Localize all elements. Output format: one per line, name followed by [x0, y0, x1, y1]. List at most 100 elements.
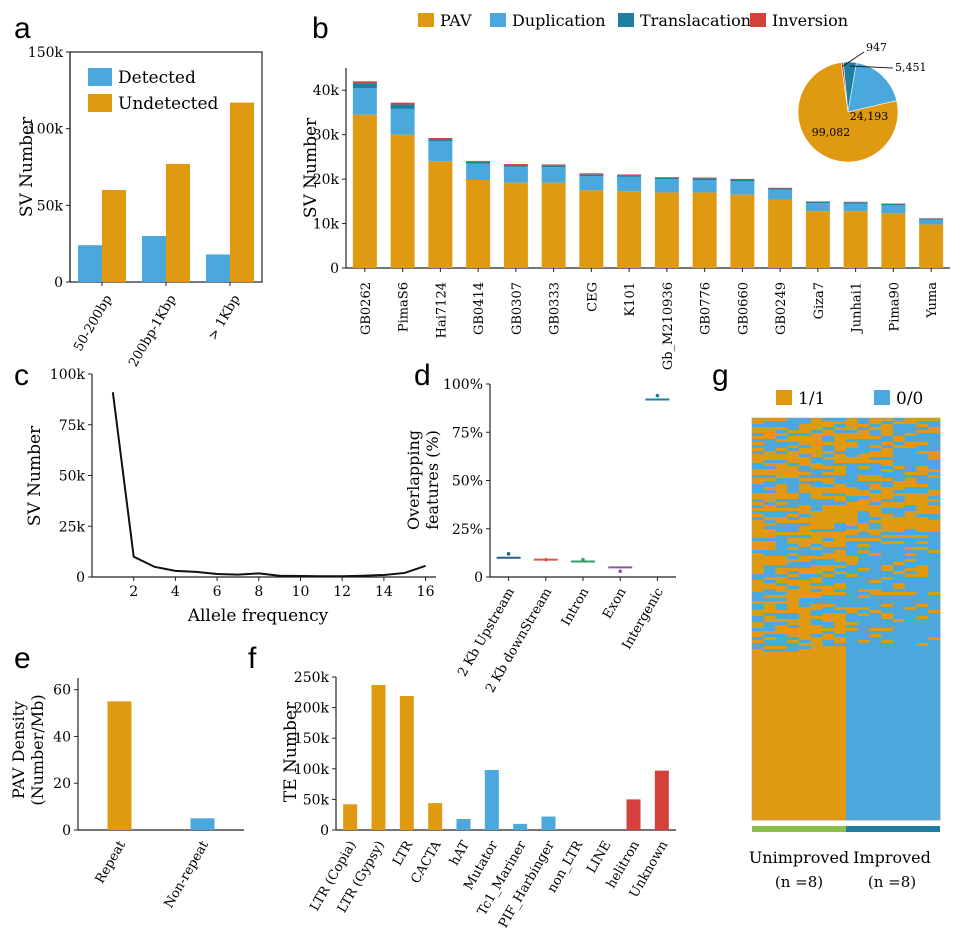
heatmap-cell — [834, 691, 847, 695]
heatmap-cell — [752, 550, 765, 554]
heatmap-cell — [822, 616, 835, 620]
heatmap-cell — [893, 631, 906, 635]
heatmap-cell — [893, 481, 906, 485]
heatmap-cell — [752, 805, 765, 809]
heatmap-cell — [822, 457, 835, 461]
heatmap-cell — [846, 676, 859, 680]
heatmap-cell — [799, 514, 812, 518]
heatmap-cell — [881, 730, 894, 734]
y-tick-label: 100k — [50, 367, 86, 383]
heatmap-cell — [857, 418, 870, 422]
heatmap-cell — [822, 547, 835, 551]
heatmap-cell — [846, 709, 859, 713]
heatmap-cell — [857, 565, 870, 569]
heatmap-cell — [893, 745, 906, 749]
heatmap-cell — [893, 604, 906, 608]
heatmap-cell — [752, 802, 765, 806]
heatmap-cell — [799, 676, 812, 680]
heatmap-cell — [928, 565, 941, 569]
heatmap-cell — [857, 424, 870, 428]
heatmap-cell — [810, 631, 823, 635]
heatmap-cell — [846, 625, 859, 629]
heatmap-cell — [881, 484, 894, 488]
heatmap-cell — [787, 454, 800, 458]
heatmap-cell — [787, 739, 800, 743]
heatmap-cell — [881, 793, 894, 797]
heatmap-cell — [834, 544, 847, 548]
group-bar-unimproved — [752, 826, 846, 832]
heatmap-cell — [857, 646, 870, 650]
heatmap-cell — [846, 439, 859, 443]
heatmap-cell — [904, 640, 917, 644]
heatmap-cell — [763, 436, 776, 440]
heatmap-cell — [822, 631, 835, 635]
y-axis-label: features (%) — [423, 430, 442, 530]
heatmap-cell — [928, 814, 941, 818]
heatmap-cell — [846, 436, 859, 440]
heatmap-cell — [834, 538, 847, 542]
heatmap-cell — [893, 568, 906, 572]
heatmap-cell — [904, 742, 917, 746]
heatmap-cell — [881, 496, 894, 500]
bar-translacation-15 — [919, 218, 944, 220]
heatmap-cell — [752, 808, 765, 812]
heatmap-cell — [857, 673, 870, 677]
heatmap-cell — [846, 790, 859, 794]
heatmap-cell — [904, 508, 917, 512]
heatmap-cell — [928, 484, 941, 488]
heatmap-cell — [869, 556, 882, 560]
heatmap-cell — [799, 493, 812, 497]
heatmap-cell — [928, 535, 941, 539]
heatmap-cell — [928, 712, 941, 716]
heatmap-cell — [904, 547, 917, 551]
heatmap-cell — [857, 487, 870, 491]
heatmap-cell — [857, 643, 870, 647]
bar-pav-6 — [579, 190, 604, 268]
heatmap-cell — [763, 445, 776, 449]
heatmap-cell — [869, 799, 882, 803]
heatmap-cell — [822, 535, 835, 539]
heatmap-cell — [928, 550, 941, 554]
heatmap-cell — [799, 451, 812, 455]
heatmap-cell — [787, 505, 800, 509]
heatmap-cell — [787, 430, 800, 434]
heatmap-cell — [916, 721, 929, 725]
heatmap-cell — [822, 796, 835, 800]
heatmap-cell — [834, 715, 847, 719]
heatmap-cell — [752, 517, 765, 521]
heatmap-cell — [928, 625, 941, 629]
heatmap-cell — [869, 724, 882, 728]
heatmap-cell — [810, 526, 823, 530]
heatmap-cell — [928, 469, 941, 473]
heatmap-cell — [834, 664, 847, 668]
heatmap-cell — [763, 583, 776, 587]
heatmap-cell — [775, 685, 788, 689]
heatmap-cell — [893, 763, 906, 767]
heatmap-cell — [799, 454, 812, 458]
heatmap-cell — [822, 769, 835, 773]
heatmap-cell — [881, 628, 894, 632]
heatmap-cell — [822, 511, 835, 515]
heatmap-cell — [763, 505, 776, 509]
heatmap-cell — [846, 571, 859, 575]
heatmap-cell — [916, 607, 929, 611]
heatmap-cell — [928, 496, 941, 500]
heatmap-cell — [822, 487, 835, 491]
heatmap-cell — [834, 487, 847, 491]
heatmap-cell — [763, 700, 776, 704]
heatmap-cell — [799, 679, 812, 683]
heatmap-cell — [869, 805, 882, 809]
heatmap-cell — [846, 742, 859, 746]
heatmap-cell — [881, 586, 894, 590]
heatmap-cell — [787, 616, 800, 620]
heatmap-cell — [752, 646, 765, 650]
heatmap-cell — [893, 799, 906, 803]
heatmap-cell — [869, 469, 882, 473]
heatmap-cell — [928, 724, 941, 728]
heatmap-cell — [881, 601, 894, 605]
heatmap-cell — [869, 496, 882, 500]
heatmap-cell — [916, 523, 929, 527]
heatmap-cell — [810, 472, 823, 476]
heatmap-cell — [810, 622, 823, 626]
x-tick-label: 200bp-1Kbp — [126, 293, 179, 370]
